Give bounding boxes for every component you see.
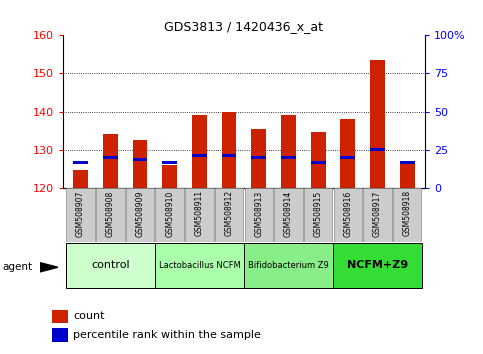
Text: GSM508908: GSM508908 (106, 190, 115, 236)
Bar (222, 112, 237, 188)
Bar (393, 188, 422, 242)
Text: NCFM+Z9: NCFM+Z9 (347, 261, 408, 270)
Bar (162, 161, 177, 164)
Bar (66, 244, 155, 287)
Text: agent: agent (2, 262, 32, 272)
Bar (244, 244, 333, 287)
Bar (333, 244, 422, 287)
Text: Lactobacillus NCFM: Lactobacillus NCFM (158, 261, 240, 270)
Bar (73, 171, 88, 188)
Bar (132, 140, 147, 188)
Bar (251, 156, 266, 159)
Bar (96, 188, 125, 242)
Title: GDS3813 / 1420436_x_at: GDS3813 / 1420436_x_at (164, 20, 324, 33)
Bar (103, 135, 118, 188)
Text: count: count (73, 311, 105, 321)
Text: GSM508916: GSM508916 (343, 190, 352, 236)
Text: percentile rank within the sample: percentile rank within the sample (73, 330, 261, 340)
Bar (363, 188, 392, 242)
Text: GSM508915: GSM508915 (313, 190, 323, 236)
Bar (370, 60, 385, 188)
Bar (52, 328, 68, 342)
Text: Bifidobacterium Z9: Bifidobacterium Z9 (248, 261, 329, 270)
Bar (251, 129, 266, 188)
Bar (334, 188, 362, 242)
Bar (274, 188, 303, 242)
Bar (311, 132, 326, 188)
Text: GSM508914: GSM508914 (284, 190, 293, 236)
Bar (52, 309, 68, 323)
Bar (103, 156, 118, 159)
Bar (281, 115, 296, 188)
Bar (304, 188, 332, 242)
Text: GSM508918: GSM508918 (403, 190, 412, 236)
Bar (341, 156, 355, 159)
Bar (215, 188, 243, 242)
Bar (192, 115, 207, 188)
Bar (156, 188, 184, 242)
Bar (222, 154, 237, 157)
Bar (400, 161, 414, 164)
Bar (73, 161, 88, 164)
Bar (132, 158, 147, 161)
Text: GSM508912: GSM508912 (225, 190, 234, 236)
Bar (155, 244, 244, 287)
Text: GSM508909: GSM508909 (136, 190, 144, 237)
Text: GSM508911: GSM508911 (195, 190, 204, 236)
Bar (341, 119, 355, 188)
Bar (185, 188, 213, 242)
Text: GSM508910: GSM508910 (165, 190, 174, 236)
Bar (126, 188, 154, 242)
Bar (244, 188, 273, 242)
Bar (311, 161, 326, 164)
Text: control: control (91, 261, 129, 270)
Bar (162, 165, 177, 188)
Bar (370, 148, 385, 151)
Text: GSM508917: GSM508917 (373, 190, 382, 236)
Text: GSM508907: GSM508907 (76, 190, 85, 237)
Bar (400, 163, 414, 188)
Text: GSM508913: GSM508913 (254, 190, 263, 236)
Bar (281, 156, 296, 159)
Bar (66, 188, 95, 242)
Bar (192, 154, 207, 157)
Polygon shape (40, 263, 58, 272)
